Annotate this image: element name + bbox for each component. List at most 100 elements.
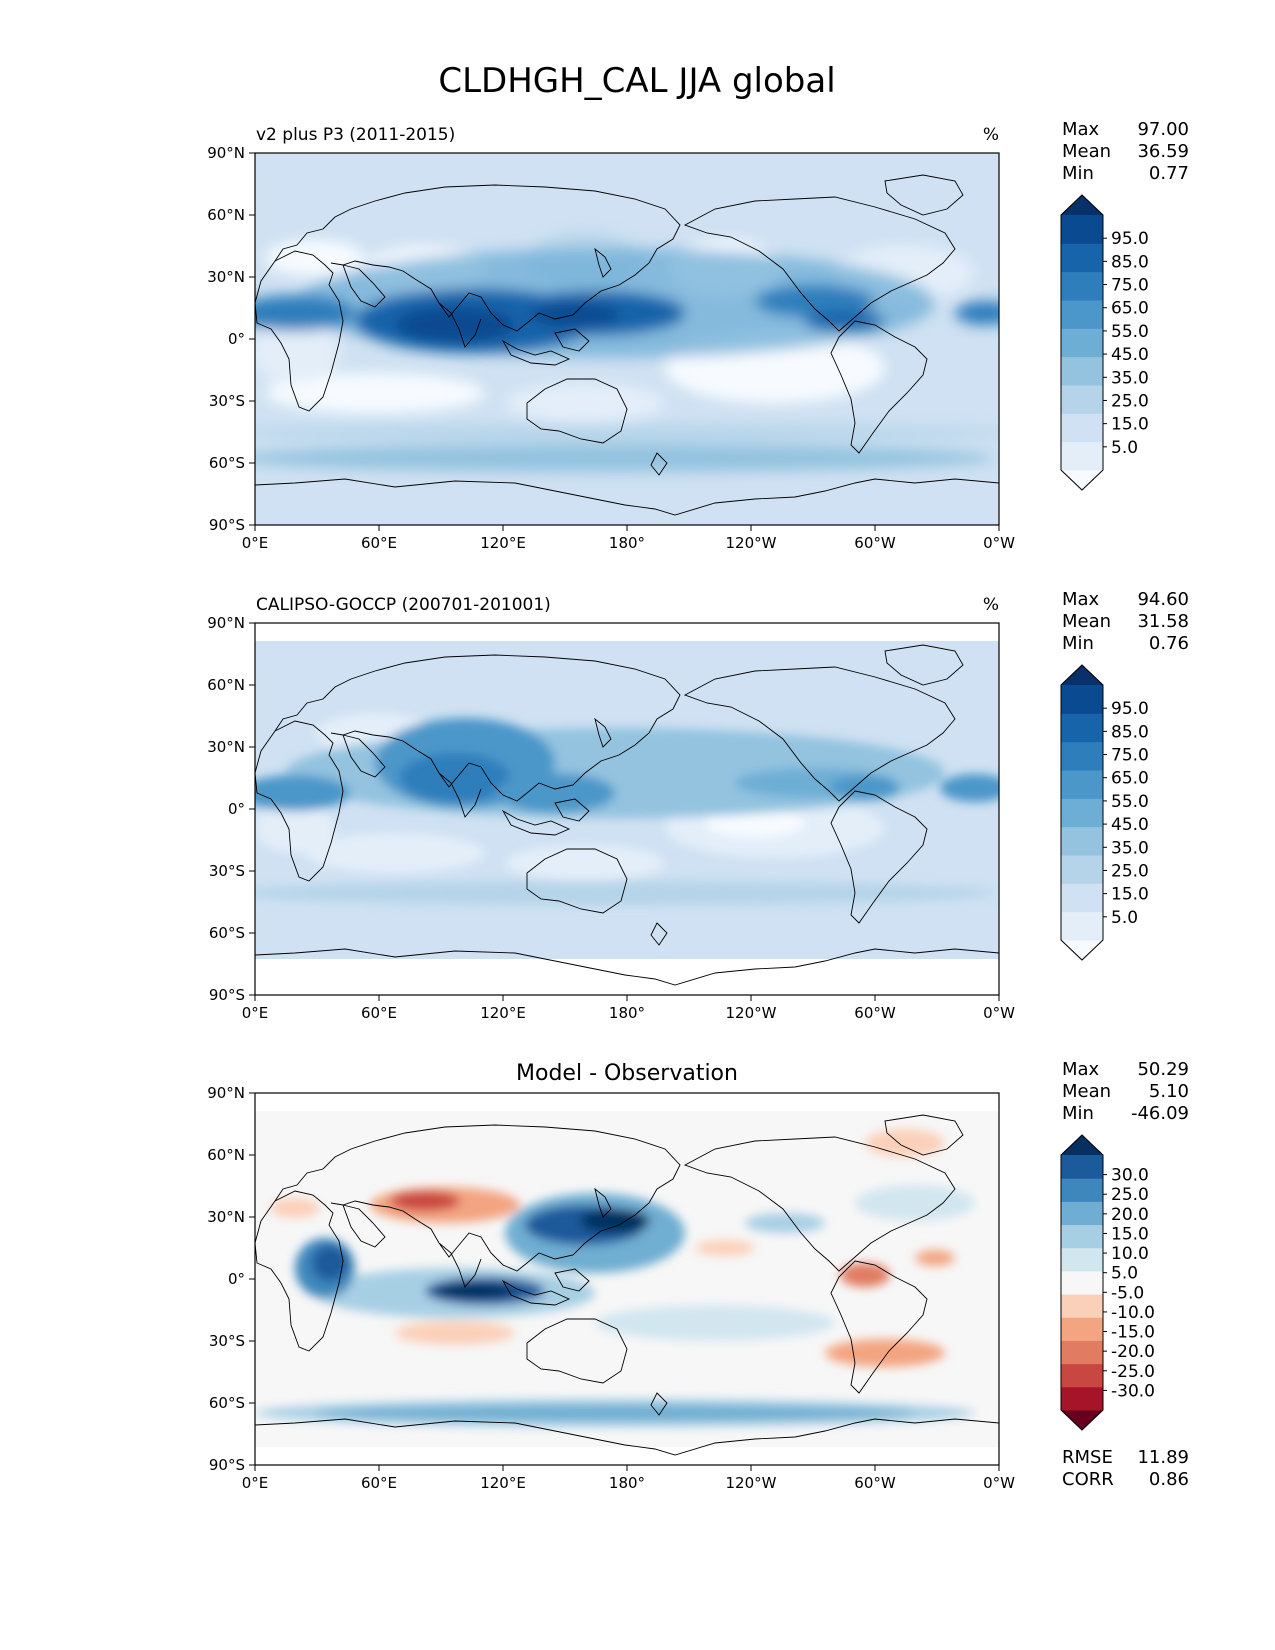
panel-2-label: CALIPSO-GOCCP (200701-201001) [256,595,551,615]
stat-name: Max [1062,589,1100,610]
y-tick-label: 90°N [207,1084,245,1102]
colorbar-label: 5.0 [1111,438,1138,458]
colorbar-label: 45.0 [1111,345,1149,365]
stat-value: 0.77 [1149,163,1189,184]
x-tick-label: 120°W [726,534,777,552]
x-tick-label: 180° [609,1004,645,1022]
colorbar-outline [1060,194,1104,491]
panel-3-x-axis: 0°E 60°E 120°E 180° 120°W 60°W 0°W [242,1465,1015,1492]
colorbar-bin [1061,243,1103,273]
metric-name: RMSE [1062,1447,1113,1468]
x-tick-label: 60°E [361,1474,397,1492]
x-tick-label: 120°W [726,1004,777,1022]
colorbar-bin [1061,215,1103,244]
y-tick-label: 30°S [209,862,245,880]
panel-3-label: Model - Observation [516,1061,738,1086]
panel-2-stats: Max 94.60 Mean 31.58 Min 0.76 [1062,589,1189,654]
x-tick-label: 60°E [361,534,397,552]
y-tick-label: 60°S [209,1394,245,1412]
stat-name: Min [1062,1103,1094,1124]
colorbar-label: 55.0 [1111,322,1149,342]
stat-name: Min [1062,633,1094,654]
panel-2-x-axis: 0°E 60°E 120°E 180° 120°W 60°W 0°W [242,995,1015,1022]
y-tick-label: 90°S [209,986,245,1004]
colorbar-bin [1061,911,1103,941]
colorbar-label: 75.0 [1111,276,1149,296]
colorbar-label: 25.0 [1111,391,1149,411]
panel-1-y-axis: 90°N 60°N 30°N 0° 30°S 60°S 90°S [207,144,255,534]
stat-name: Max [1062,119,1100,140]
metric-value: 11.89 [1137,1447,1189,1468]
colorbar-bin [1061,855,1103,884]
colorbar-bin [1061,1201,1103,1226]
colorbar-label: -20.0 [1111,1342,1155,1362]
colorbar-bin [1061,1340,1103,1365]
stat-value: 97.00 [1137,119,1189,140]
colorbar-label: -10.0 [1111,1303,1155,1323]
stat-value: -46.09 [1131,1103,1189,1124]
colorbar-label: -15.0 [1111,1323,1155,1343]
colorbar-bin [1061,1270,1103,1295]
colorbar-label: 5.0 [1111,1264,1138,1284]
colorbar-label: 15.0 [1111,1224,1149,1244]
y-tick-label: 30°N [207,738,245,756]
stat-name: Mean [1062,1081,1111,1102]
y-tick-label: 60°N [207,676,245,694]
colorbar-label: -25.0 [1111,1362,1155,1382]
colorbar-label: 35.0 [1111,368,1149,388]
y-tick-label: 60°S [209,924,245,942]
y-tick-label: 0° [228,800,245,818]
x-tick-label: 0°E [242,1004,269,1022]
colorbar-label: 95.0 [1111,699,1149,719]
colorbar-bin [1061,1294,1103,1318]
panel-2-units: % [983,595,999,615]
colorbar-label: 10.0 [1111,1244,1149,1264]
panel-1-map [255,153,999,525]
colorbar-bin [1061,441,1103,471]
colorbar-bin [1061,271,1103,301]
colorbar-label: 75.0 [1111,746,1149,766]
stat-name: Min [1062,163,1094,184]
y-tick-label: 0° [228,330,245,348]
panel-2-y-axis: 90°N 60°N 30°N 0° 30°S 60°S 90°S [207,614,255,1004]
colorbar-label: 65.0 [1111,299,1149,319]
panel-3-metrics: RMSE 11.89 CORR 0.86 [1062,1447,1189,1490]
x-tick-label: 0°W [983,534,1015,552]
colorbar-bin [1061,1386,1103,1411]
colorbar-bin [1061,741,1103,771]
y-tick-label: 30°N [207,268,245,286]
x-tick-label: 180° [609,534,645,552]
colorbar-bin [1061,356,1103,386]
panel-1-units: % [983,125,999,145]
colorbar-bin [1061,1363,1103,1388]
x-tick-label: 120°E [480,534,526,552]
y-tick-label: 60°S [209,454,245,472]
colorbar-extend-high [1061,195,1103,215]
colorbar-label: 85.0 [1111,252,1149,272]
y-tick-label: 90°N [207,144,245,162]
x-tick-label: 0°W [983,1474,1015,1492]
panel-1-x-axis: 0°E 60°E 120°E 180° 120°W 60°W 0°W [242,525,1015,552]
panel-1: v2 plus P3 (2011-2015) % [207,119,1189,552]
x-tick-label: 60°E [361,1004,397,1022]
x-tick-label: 180° [609,1474,645,1492]
colorbar-bin [1061,798,1103,828]
panel-3-y-axis: 90°N 60°N 30°N 0° 30°S 60°S 90°S [207,1084,255,1474]
colorbar-extend-high [1061,1135,1103,1155]
colorbar-bin [1061,1317,1103,1341]
colorbar-extend-low [1061,940,1103,960]
colorbar-bin [1061,413,1103,443]
colorbar-bin [1061,300,1103,329]
y-tick-label: 90°S [209,516,245,534]
x-tick-label: 60°W [854,534,896,552]
colorbar-extend-low [1061,470,1103,490]
stat-value: 5.10 [1149,1081,1189,1102]
y-tick-label: 90°S [209,1456,245,1474]
panel-1-label: v2 plus P3 (2011-2015) [256,125,455,145]
panel-2: CALIPSO-GOCCP (200701-201001) % [207,589,1189,1022]
colorbar-label: 25.0 [1111,861,1149,881]
colorbar-bin [1061,1155,1103,1179]
colorbar-bin [1061,1247,1103,1272]
y-tick-label: 30°N [207,1208,245,1226]
panel-3: Model - Observation [207,1059,1189,1492]
